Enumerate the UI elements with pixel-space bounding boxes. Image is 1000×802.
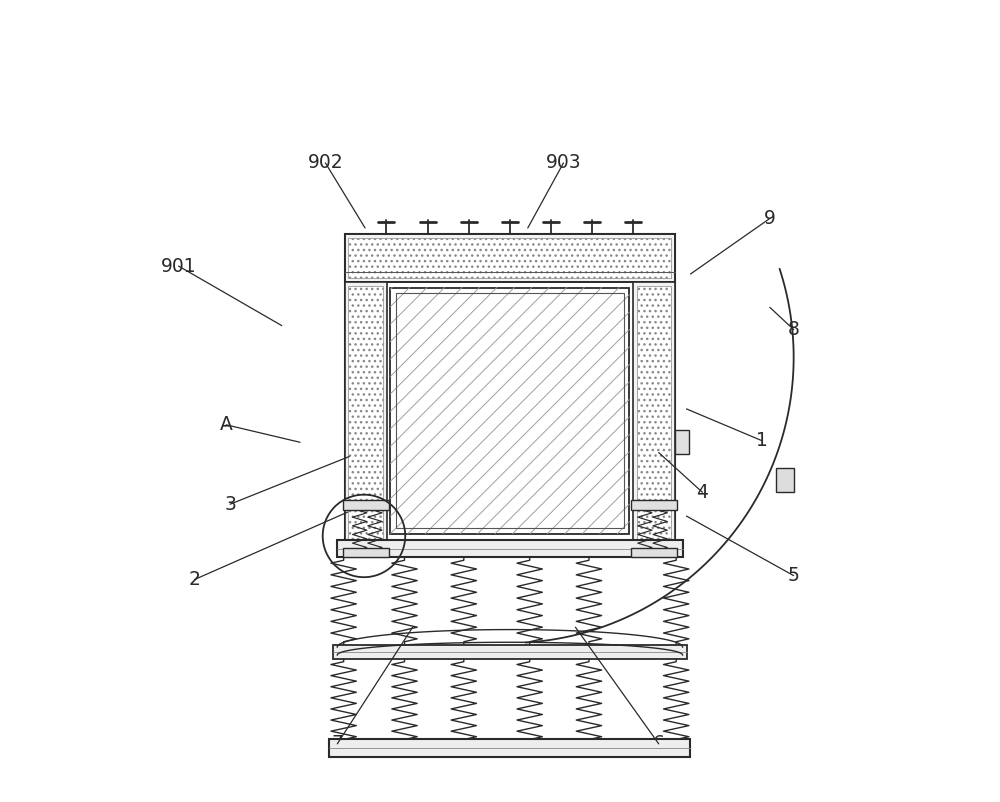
Text: 902: 902 xyxy=(308,153,343,172)
Bar xyxy=(631,500,677,510)
Bar xyxy=(633,282,675,548)
Bar xyxy=(343,548,389,557)
Text: 4: 4 xyxy=(696,483,708,502)
Text: 2: 2 xyxy=(189,570,200,589)
Bar xyxy=(333,645,687,659)
Text: 6: 6 xyxy=(653,735,665,753)
Bar xyxy=(348,238,671,278)
Bar xyxy=(631,548,677,557)
Bar xyxy=(345,282,387,548)
Text: 9: 9 xyxy=(764,209,776,228)
Text: 903: 903 xyxy=(546,153,581,172)
Bar xyxy=(390,287,629,533)
Bar xyxy=(776,468,794,492)
Text: 5: 5 xyxy=(788,566,800,585)
Text: A: A xyxy=(220,415,233,435)
Bar xyxy=(345,234,675,548)
Bar xyxy=(675,430,689,454)
Text: 1: 1 xyxy=(756,431,768,450)
Text: 3: 3 xyxy=(224,495,236,513)
Bar xyxy=(396,293,624,528)
Bar xyxy=(343,500,389,510)
Bar xyxy=(345,234,675,282)
Bar xyxy=(348,286,383,544)
Text: 8: 8 xyxy=(788,320,800,339)
Text: 901: 901 xyxy=(161,257,196,276)
Text: 7: 7 xyxy=(331,735,343,753)
Bar xyxy=(337,540,683,557)
Bar xyxy=(329,739,690,756)
Bar xyxy=(637,286,671,544)
